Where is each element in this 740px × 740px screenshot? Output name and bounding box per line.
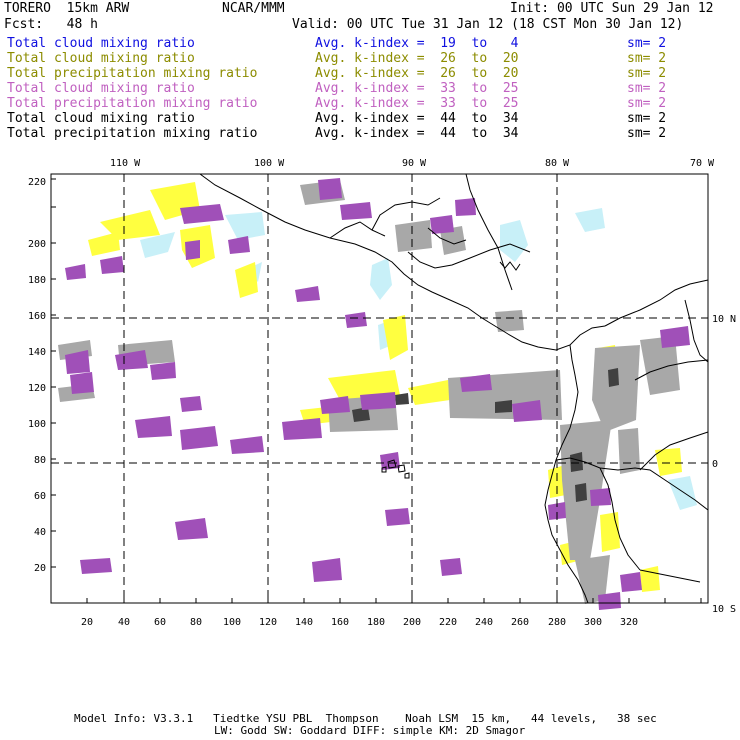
y-tick-label: 20 bbox=[34, 563, 46, 574]
longitude-labels: 110 W 100 W 90 W 80 W 70 W bbox=[110, 158, 715, 169]
map-frame bbox=[50, 173, 709, 604]
legend-row: Total cloud mixing ratio Avg. k-index = … bbox=[7, 111, 737, 126]
legend-field: Total precipitation mixing ratio bbox=[7, 126, 258, 141]
legend-field: Total precipitation mixing ratio bbox=[7, 66, 258, 81]
lon-label: 70 W bbox=[690, 158, 715, 169]
lat-label: 0 bbox=[712, 459, 718, 470]
y-tick-label: 220 bbox=[28, 177, 46, 188]
x-tick-label: 220 bbox=[439, 617, 457, 628]
lon-label: 100 W bbox=[254, 158, 285, 169]
y-tick-label: 80 bbox=[34, 455, 46, 466]
x-tick-label: 140 bbox=[295, 617, 313, 628]
y-tick-label: 160 bbox=[28, 311, 46, 322]
model-info: Model Info: V3.3.1 Tiedtke YSU PBL Thomp… bbox=[74, 712, 657, 725]
legend-kindex: Avg. k-index = 26 to 20 bbox=[315, 51, 519, 66]
legend-kindex: Avg. k-index = 33 to 25 bbox=[315, 96, 519, 111]
legend-kindex: Avg. k-index = 26 to 20 bbox=[315, 66, 519, 81]
y-tick-label: 200 bbox=[28, 239, 46, 250]
y-tick-label: 60 bbox=[34, 491, 46, 502]
legend-smoothing: sm= 2 bbox=[627, 81, 667, 96]
lat-label: 10 N bbox=[712, 314, 736, 325]
lon-label: 90 W bbox=[402, 158, 427, 169]
lat-label: 10 S bbox=[712, 604, 736, 615]
x-tick-label: 280 bbox=[548, 617, 566, 628]
x-tick-labels: 20 40 60 80 100 120 140 160 180 200 220 … bbox=[81, 617, 638, 628]
legend-kindex: Avg. k-index = 33 to 25 bbox=[315, 81, 519, 96]
x-tick-label: 100 bbox=[223, 617, 241, 628]
legend-row: Total precipitation mixing ratio Avg. k-… bbox=[7, 96, 737, 111]
x-tick-label: 240 bbox=[475, 617, 493, 628]
y-tick-label: 180 bbox=[28, 275, 46, 286]
yellow-cloud-areas bbox=[88, 182, 682, 592]
x-tick-label: 20 bbox=[81, 617, 93, 628]
x-tick-label: 200 bbox=[403, 617, 421, 628]
legend-field: Total cloud mixing ratio bbox=[7, 81, 195, 96]
legend-smoothing: sm= 2 bbox=[627, 36, 667, 51]
galapagos-islands bbox=[381, 459, 410, 479]
x-tick-label: 120 bbox=[259, 617, 277, 628]
legend-kindex: Avg. k-index = 19 to 4 bbox=[315, 36, 519, 51]
legend-smoothing: sm= 2 bbox=[627, 126, 667, 141]
legend-row: Total precipitation mixing ratio Avg. k-… bbox=[7, 66, 737, 81]
x-tick-label: 320 bbox=[620, 617, 638, 628]
model-title: TORERO 15km ARW bbox=[4, 1, 130, 16]
legend-field: Total cloud mixing ratio bbox=[7, 111, 195, 126]
cyan-cloud-areas bbox=[140, 208, 697, 510]
legend-smoothing: sm= 2 bbox=[627, 51, 667, 66]
x-tick-label: 300 bbox=[584, 617, 602, 628]
x-tick-label: 180 bbox=[367, 617, 385, 628]
x-tick-label: 160 bbox=[331, 617, 349, 628]
x-tick-label: 260 bbox=[511, 617, 529, 628]
legend-field: Total precipitation mixing ratio bbox=[7, 96, 258, 111]
legend-kindex: Avg. k-index = 44 to 34 bbox=[315, 126, 519, 141]
x-tick-label: 80 bbox=[190, 617, 202, 628]
x-tick-label: 60 bbox=[154, 617, 166, 628]
legend-smoothing: sm= 2 bbox=[627, 66, 667, 81]
coastlines bbox=[199, 173, 709, 604]
init-time: Init: 00 UTC Sun 29 Jan 12 bbox=[510, 1, 714, 16]
y-tick-label: 140 bbox=[28, 347, 46, 358]
y-tick-label: 120 bbox=[28, 383, 46, 394]
legend-row: Total precipitation mixing ratio Avg. k-… bbox=[7, 126, 737, 141]
valid-time: Valid: 00 UTC Tue 31 Jan 12 (18 CST Mon … bbox=[292, 17, 684, 32]
axis-ticks bbox=[51, 178, 702, 603]
purple-precip-areas bbox=[65, 178, 690, 610]
y-tick-label: 40 bbox=[34, 527, 46, 538]
dark-cloud-cores bbox=[352, 368, 619, 502]
y-tick-labels: 20 40 60 80 100 120 140 160 180 200 220 bbox=[28, 177, 46, 574]
legend-smoothing: sm= 2 bbox=[627, 111, 667, 126]
legend-row: Total cloud mixing ratio Avg. k-index = … bbox=[7, 81, 737, 96]
x-tick-label: 40 bbox=[118, 617, 130, 628]
forecast-hour: Fcst: 48 h bbox=[4, 17, 98, 32]
organization: NCAR/MMM bbox=[222, 1, 285, 16]
legend-row: Total cloud mixing ratio Avg. k-index = … bbox=[7, 36, 737, 51]
lat-lon-grid bbox=[51, 174, 708, 603]
latitude-labels: 10 N 0 10 S bbox=[712, 314, 736, 615]
legend-kindex: Avg. k-index = 44 to 34 bbox=[315, 111, 519, 126]
lon-label: 80 W bbox=[545, 158, 570, 169]
legend-field: Total cloud mixing ratio bbox=[7, 36, 195, 51]
lon-label: 110 W bbox=[110, 158, 141, 169]
physics-info: LW: Godd SW: Goddard DIFF: simple KM: 2D… bbox=[214, 724, 526, 737]
legend-smoothing: sm= 2 bbox=[627, 96, 667, 111]
legend-field: Total cloud mixing ratio bbox=[7, 51, 195, 66]
legend-row: Total cloud mixing ratio Avg. k-index = … bbox=[7, 51, 737, 66]
y-tick-label: 100 bbox=[28, 419, 46, 430]
